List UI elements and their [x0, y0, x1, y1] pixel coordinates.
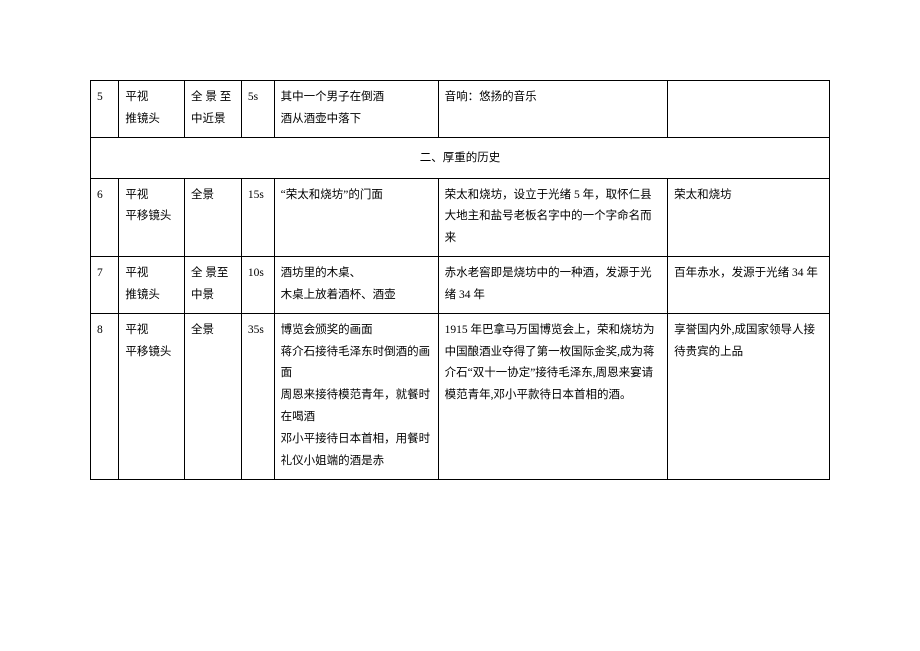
section-title: 二、厚重的历史 — [91, 137, 830, 178]
cell-narration: 音响：悠扬的音乐 — [438, 81, 668, 138]
cell-duration: 10s — [241, 257, 274, 314]
table-row: 5 平视推镜头 全 景 至中近景 5s 其中一个男子在倒酒酒从酒壶中落下 音响：… — [91, 81, 830, 138]
cell-number: 6 — [91, 178, 119, 257]
cell-note — [668, 81, 830, 138]
cell-number: 5 — [91, 81, 119, 138]
cell-shot: 全景 — [185, 178, 242, 257]
cell-view: 平视平移镜头 — [119, 178, 185, 257]
cell-scene: “荣太和烧坊”的门面 — [274, 178, 438, 257]
cell-narration: 1915 年巴拿马万国博览会上，荣和烧坊为中国酿酒业夺得了第一枚国际金奖,成为蒋… — [438, 313, 668, 479]
cell-shot: 全 景至 中景 — [185, 257, 242, 314]
table-row: 8 平视平移镜头 全景 35s 博览会颁奖的画面蒋介石接待毛泽东时倒酒的画面周恩… — [91, 313, 830, 479]
cell-shot: 全 景 至中近景 — [185, 81, 242, 138]
cell-duration: 35s — [241, 313, 274, 479]
table-row: 7 平视推镜头 全 景至 中景 10s 酒坊里的木桌、木桌上放着酒杯、酒壶 赤水… — [91, 257, 830, 314]
cell-number: 8 — [91, 313, 119, 479]
cell-view: 平视平移镜头 — [119, 313, 185, 479]
cell-duration: 15s — [241, 178, 274, 257]
cell-note: 享誉国内外,成国家领导人接待贵宾的上品 — [668, 313, 830, 479]
document-page: 5 平视推镜头 全 景 至中近景 5s 其中一个男子在倒酒酒从酒壶中落下 音响：… — [0, 0, 920, 651]
cell-note: 荣太和烧坊 — [668, 178, 830, 257]
cell-scene: 酒坊里的木桌、木桌上放着酒杯、酒壶 — [274, 257, 438, 314]
cell-narration: 荣太和烧坊，设立于光绪 5 年，取怀仁县大地主和盐号老板名字中的一个字命名而来 — [438, 178, 668, 257]
cell-view: 平视推镜头 — [119, 81, 185, 138]
cell-scene: 博览会颁奖的画面蒋介石接待毛泽东时倒酒的画面周恩来接待模范青年，就餐时在喝酒邓小… — [274, 313, 438, 479]
cell-number: 7 — [91, 257, 119, 314]
cell-view: 平视推镜头 — [119, 257, 185, 314]
storyboard-table: 5 平视推镜头 全 景 至中近景 5s 其中一个男子在倒酒酒从酒壶中落下 音响：… — [90, 80, 830, 480]
cell-narration: 赤水老窖即是烧坊中的一种酒，发源于光绪 34 年 — [438, 257, 668, 314]
cell-shot: 全景 — [185, 313, 242, 479]
section-header-row: 二、厚重的历史 — [91, 137, 830, 178]
cell-note: 百年赤水，发源于光绪 34 年 — [668, 257, 830, 314]
table-row: 6 平视平移镜头 全景 15s “荣太和烧坊”的门面 荣太和烧坊，设立于光绪 5… — [91, 178, 830, 257]
cell-scene: 其中一个男子在倒酒酒从酒壶中落下 — [274, 81, 438, 138]
cell-duration: 5s — [241, 81, 274, 138]
